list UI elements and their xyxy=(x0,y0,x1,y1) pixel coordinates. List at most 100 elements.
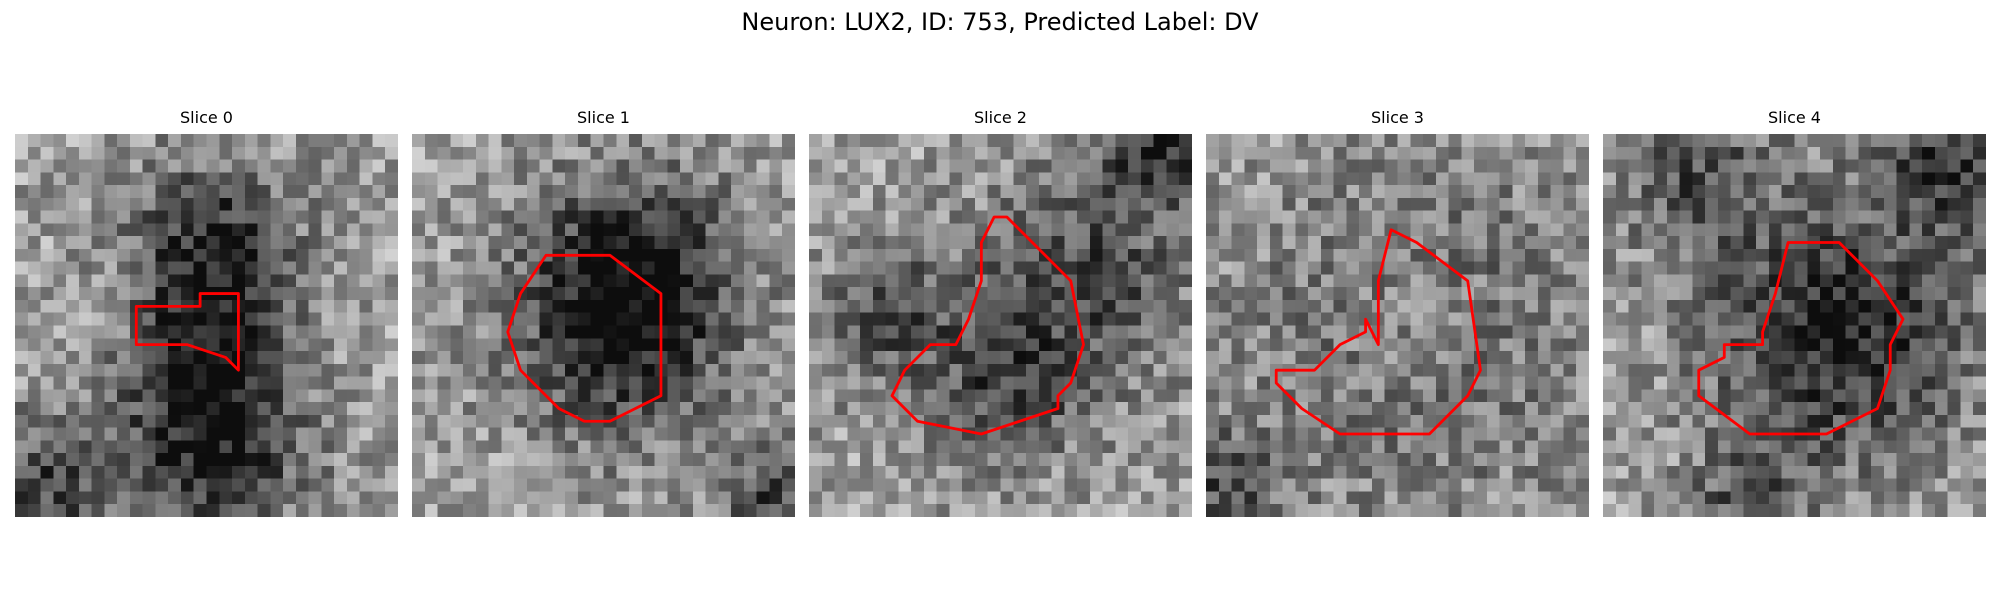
image-pixel xyxy=(1115,389,1128,402)
image-pixel xyxy=(514,185,527,198)
image-pixel xyxy=(1551,504,1564,517)
image-pixel xyxy=(1026,428,1039,441)
image-pixel xyxy=(744,415,757,428)
image-pixel xyxy=(1641,364,1654,377)
image-pixel xyxy=(1551,300,1564,313)
image-pixel xyxy=(604,300,617,313)
image-pixel xyxy=(835,326,848,339)
image-pixel xyxy=(1871,185,1884,198)
image-pixel xyxy=(1141,428,1154,441)
image-pixel xyxy=(552,236,565,249)
image-pixel xyxy=(680,428,693,441)
image-pixel xyxy=(1077,249,1090,262)
image-pixel xyxy=(412,402,425,415)
image-pixel xyxy=(334,287,347,300)
image-pixel xyxy=(245,326,258,339)
image-pixel xyxy=(1090,147,1103,160)
image-pixel xyxy=(1398,479,1411,492)
image-pixel xyxy=(1026,211,1039,224)
image-pixel xyxy=(1321,402,1334,415)
image-pixel xyxy=(245,134,258,147)
image-pixel xyxy=(425,223,438,236)
image-pixel xyxy=(860,313,873,326)
image-pixel xyxy=(79,491,92,504)
image-pixel xyxy=(53,364,66,377)
image-pixel xyxy=(1922,326,1935,339)
image-pixel xyxy=(552,453,565,466)
image-pixel xyxy=(578,466,591,479)
image-pixel xyxy=(1128,287,1141,300)
image-pixel xyxy=(1461,479,1474,492)
image-pixel xyxy=(1283,236,1296,249)
image-pixel xyxy=(822,236,835,249)
image-pixel xyxy=(1525,402,1538,415)
image-pixel xyxy=(1680,326,1693,339)
image-pixel xyxy=(1179,287,1192,300)
image-pixel xyxy=(1115,377,1128,390)
image-pixel xyxy=(988,338,1001,351)
image-pixel xyxy=(962,147,975,160)
image-pixel xyxy=(1512,338,1525,351)
image-pixel xyxy=(527,134,540,147)
image-pixel xyxy=(757,160,770,173)
image-pixel xyxy=(181,466,194,479)
image-pixel xyxy=(1334,377,1347,390)
image-pixel xyxy=(1001,262,1014,275)
image-pixel xyxy=(1922,147,1935,160)
image-pixel xyxy=(194,134,207,147)
image-pixel xyxy=(873,185,886,198)
image-pixel xyxy=(1718,479,1731,492)
image-pixel xyxy=(92,326,105,339)
image-pixel xyxy=(847,491,860,504)
image-pixel xyxy=(604,172,617,185)
image-pixel xyxy=(1115,440,1128,453)
image-pixel xyxy=(1436,326,1449,339)
image-pixel xyxy=(1680,338,1693,351)
image-pixel xyxy=(130,428,143,441)
image-pixel xyxy=(886,428,899,441)
image-pixel xyxy=(1385,364,1398,377)
image-pixel xyxy=(1103,198,1116,211)
image-pixel xyxy=(1563,160,1576,173)
image-pixel xyxy=(1166,198,1179,211)
image-pixel xyxy=(527,491,540,504)
image-pixel xyxy=(1500,223,1513,236)
image-pixel xyxy=(321,172,334,185)
image-pixel xyxy=(744,326,757,339)
image-pixel xyxy=(168,198,181,211)
image-pixel xyxy=(629,134,642,147)
image-pixel xyxy=(207,300,220,313)
image-pixel xyxy=(309,313,322,326)
image-pixel xyxy=(1680,134,1693,147)
image-pixel xyxy=(258,440,271,453)
image-pixel xyxy=(937,504,950,517)
image-pixel xyxy=(489,287,502,300)
image-pixel xyxy=(1487,274,1500,287)
image-pixel xyxy=(1833,262,1846,275)
image-pixel xyxy=(41,223,54,236)
image-pixel xyxy=(629,466,642,479)
image-pixel xyxy=(1128,326,1141,339)
image-pixel xyxy=(744,453,757,466)
image-pixel xyxy=(860,479,873,492)
image-pixel xyxy=(757,364,770,377)
slice-title: Slice 2 xyxy=(809,108,1192,128)
image-pixel xyxy=(168,223,181,236)
image-pixel xyxy=(1935,185,1948,198)
image-pixel xyxy=(847,198,860,211)
image-pixel xyxy=(1154,287,1167,300)
image-pixel xyxy=(604,274,617,287)
image-pixel xyxy=(1219,351,1232,364)
image-pixel xyxy=(438,287,451,300)
image-pixel xyxy=(1128,466,1141,479)
image-pixel xyxy=(1641,402,1654,415)
image-pixel xyxy=(1858,172,1871,185)
image-pixel xyxy=(578,134,591,147)
image-pixel xyxy=(130,364,143,377)
image-pixel xyxy=(168,274,181,287)
image-pixel xyxy=(988,491,1001,504)
image-pixel xyxy=(835,491,848,504)
image-pixel xyxy=(1283,198,1296,211)
image-pixel xyxy=(1743,287,1756,300)
image-pixel xyxy=(79,211,92,224)
